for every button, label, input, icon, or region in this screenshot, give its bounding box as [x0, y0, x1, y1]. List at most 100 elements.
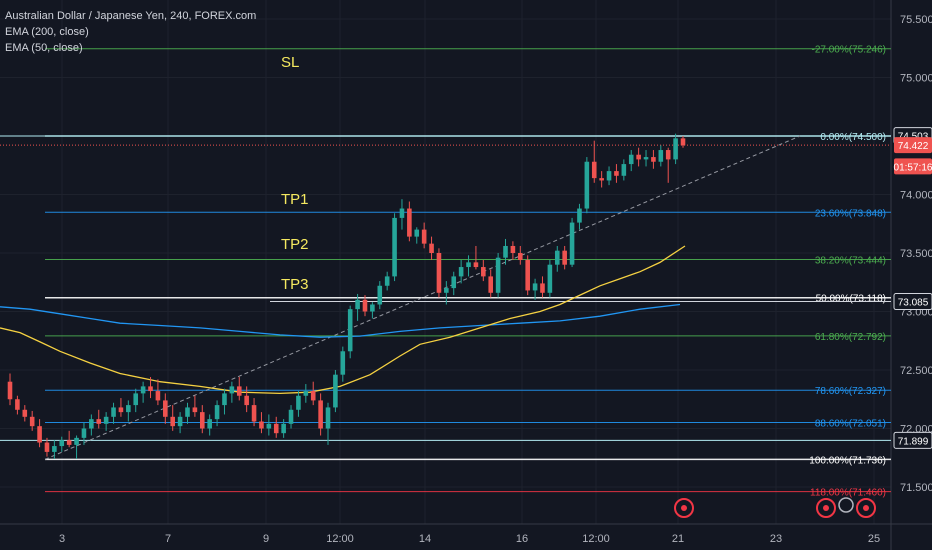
- time-axis-label: 21: [672, 533, 684, 545]
- candle-body: [547, 264, 553, 293]
- price-tag-label: 71.899: [898, 436, 929, 447]
- fib-level-label: 61.80%(72.792): [815, 332, 886, 343]
- candle-body: [399, 208, 405, 218]
- price-axis-label: 75.500: [900, 14, 932, 26]
- candle-body: [466, 262, 471, 268]
- candle-body: [673, 138, 678, 160]
- candle-body: [421, 229, 427, 244]
- candle-body: [554, 250, 560, 265]
- candle-body: [503, 245, 508, 258]
- candle-body: [614, 171, 619, 176]
- candle-body: [414, 229, 420, 237]
- candle-body: [392, 217, 397, 277]
- price-axis-label: 72.500: [900, 365, 932, 377]
- ema50-legend[interactable]: EMA (50, close): [5, 42, 83, 54]
- sl-label: SL: [281, 54, 300, 71]
- candle-body: [133, 393, 139, 406]
- time-axis-label: 14: [419, 533, 431, 545]
- time-axis-label: 9: [263, 533, 269, 545]
- time-axis-label: 25: [868, 533, 880, 545]
- candle-body: [643, 157, 649, 160]
- candle-body: [118, 407, 124, 413]
- candle-body: [621, 164, 627, 176]
- time-axis-label: 12:00: [326, 533, 354, 545]
- fib-level-label: 23.60%(73.848): [815, 208, 886, 219]
- tp3-label: TP3: [281, 276, 309, 293]
- candle-body: [333, 374, 338, 408]
- candle-body: [222, 393, 227, 406]
- tp1-label: TP1: [281, 191, 309, 208]
- candle-body: [266, 423, 272, 429]
- candle-body: [37, 426, 42, 443]
- candle-body: [155, 391, 161, 401]
- candle-body: [251, 405, 257, 422]
- candle-body: [562, 250, 567, 265]
- candle-body: [658, 150, 664, 162]
- price-axis-label: 73.500: [900, 248, 932, 260]
- candle-body: [259, 421, 264, 429]
- price-tag-label: 74.422: [898, 141, 929, 152]
- symbol-title: Australian Dollar / Japanese Yen, 240, F…: [5, 10, 257, 22]
- candle-body: [488, 276, 494, 293]
- candle-body: [584, 161, 590, 209]
- tp2-label: TP2: [281, 236, 309, 253]
- candle-body: [377, 285, 383, 305]
- candle-body: [192, 407, 198, 413]
- candle-body: [473, 262, 479, 268]
- ema200-line: [0, 303, 681, 338]
- candle-body: [29, 416, 35, 427]
- candle-body: [163, 400, 168, 417]
- economic-event-icon-dot: [681, 505, 687, 511]
- price-tag-label: 01:57:16: [894, 162, 932, 173]
- candle-body: [591, 161, 597, 179]
- ema50-line: [0, 245, 686, 395]
- candle-body: [384, 276, 390, 286]
- candle-body: [288, 409, 294, 424]
- candle-body: [636, 154, 641, 160]
- price-axis-label: 75.000: [900, 73, 932, 85]
- candle-body: [540, 283, 545, 293]
- candle-body: [126, 405, 131, 413]
- fib-level-label: 78.60%(72.327): [815, 386, 886, 397]
- candle-body: [74, 437, 79, 445]
- candle-body: [177, 416, 183, 427]
- candle-body: [436, 253, 442, 293]
- candle-body: [66, 440, 72, 445]
- candle-body: [518, 253, 523, 261]
- candle-body: [325, 407, 331, 429]
- price-tag-box: [893, 293, 932, 311]
- fib-level-label: 38.20%(73.444): [815, 256, 886, 267]
- candle-body: [599, 178, 604, 181]
- candle-body: [214, 405, 220, 420]
- candle-body: [628, 154, 634, 165]
- candle-body: [229, 386, 235, 394]
- candle-body: [103, 416, 109, 424]
- candle-body: [606, 171, 612, 181]
- candle-body: [525, 260, 530, 291]
- candle-body: [59, 440, 65, 447]
- fib-level-label: 118.00%(71.460): [810, 488, 886, 499]
- candle-body: [185, 407, 190, 417]
- candle-body: [451, 276, 457, 289]
- price-axis-label: 74.000: [900, 190, 932, 202]
- ema200-legend[interactable]: EMA (200, close): [5, 26, 89, 38]
- fib-level-label: 88.60%(72.051): [815, 419, 886, 430]
- price-axis-label: 71.500: [900, 482, 932, 494]
- candle-body: [444, 288, 449, 293]
- candle-body: [7, 381, 13, 400]
- candle-body: [510, 245, 516, 253]
- candle-body: [665, 150, 671, 160]
- candle-body: [303, 391, 309, 396]
- candle-body: [495, 257, 501, 293]
- price-tag-box: [893, 431, 932, 449]
- candle-body: [199, 412, 205, 429]
- candle-body: [407, 208, 412, 237]
- candle-body: [577, 208, 582, 223]
- candle-body: [22, 409, 28, 417]
- candle-body: [236, 386, 242, 396]
- price-tag-box: [894, 158, 932, 175]
- candle-body: [44, 442, 50, 452]
- candle-body: [651, 157, 656, 162]
